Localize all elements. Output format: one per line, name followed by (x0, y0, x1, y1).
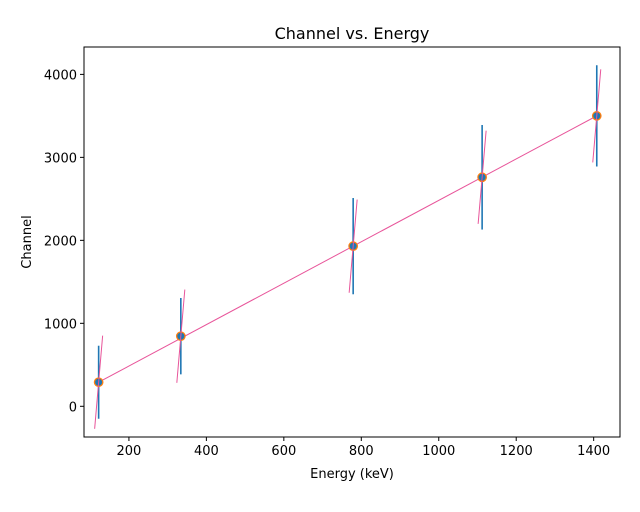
fit-line-segment-overlay (592, 69, 602, 163)
x-tick-label: 400 (194, 444, 219, 459)
y-tick-label: 3000 (44, 151, 77, 166)
fit-line-segment-overlay (94, 335, 104, 429)
x-tick-label: 1200 (500, 444, 533, 459)
fit-line-segment-overlay (348, 199, 358, 293)
y-tick-label: 4000 (44, 68, 77, 83)
y-tick-label: 1000 (44, 317, 77, 332)
axes-frame (83, 46, 621, 438)
fit-line-segment-overlay (477, 130, 487, 224)
x-tick-label: 1000 (422, 444, 455, 459)
x-tick-label: 800 (349, 444, 374, 459)
x-axis-ticks: 200 400 600 800 1000 1200 1400 (117, 437, 610, 459)
y-axis-ticks: 0 1000 2000 3000 4000 (44, 68, 84, 415)
x-tick-label: 1400 (577, 444, 610, 459)
fit-line-segment-overlay (176, 289, 186, 383)
x-axis-label: Energy (keV) (310, 467, 394, 482)
x-tick-label: 200 (117, 444, 142, 459)
y-tick-label: 0 (69, 400, 77, 415)
chart-title: Channel vs. Energy (275, 24, 430, 43)
y-axis-label: Channel (20, 215, 35, 268)
y-tick-label: 2000 (44, 234, 77, 249)
plot-area (93, 65, 602, 429)
x-tick-label: 600 (271, 444, 296, 459)
